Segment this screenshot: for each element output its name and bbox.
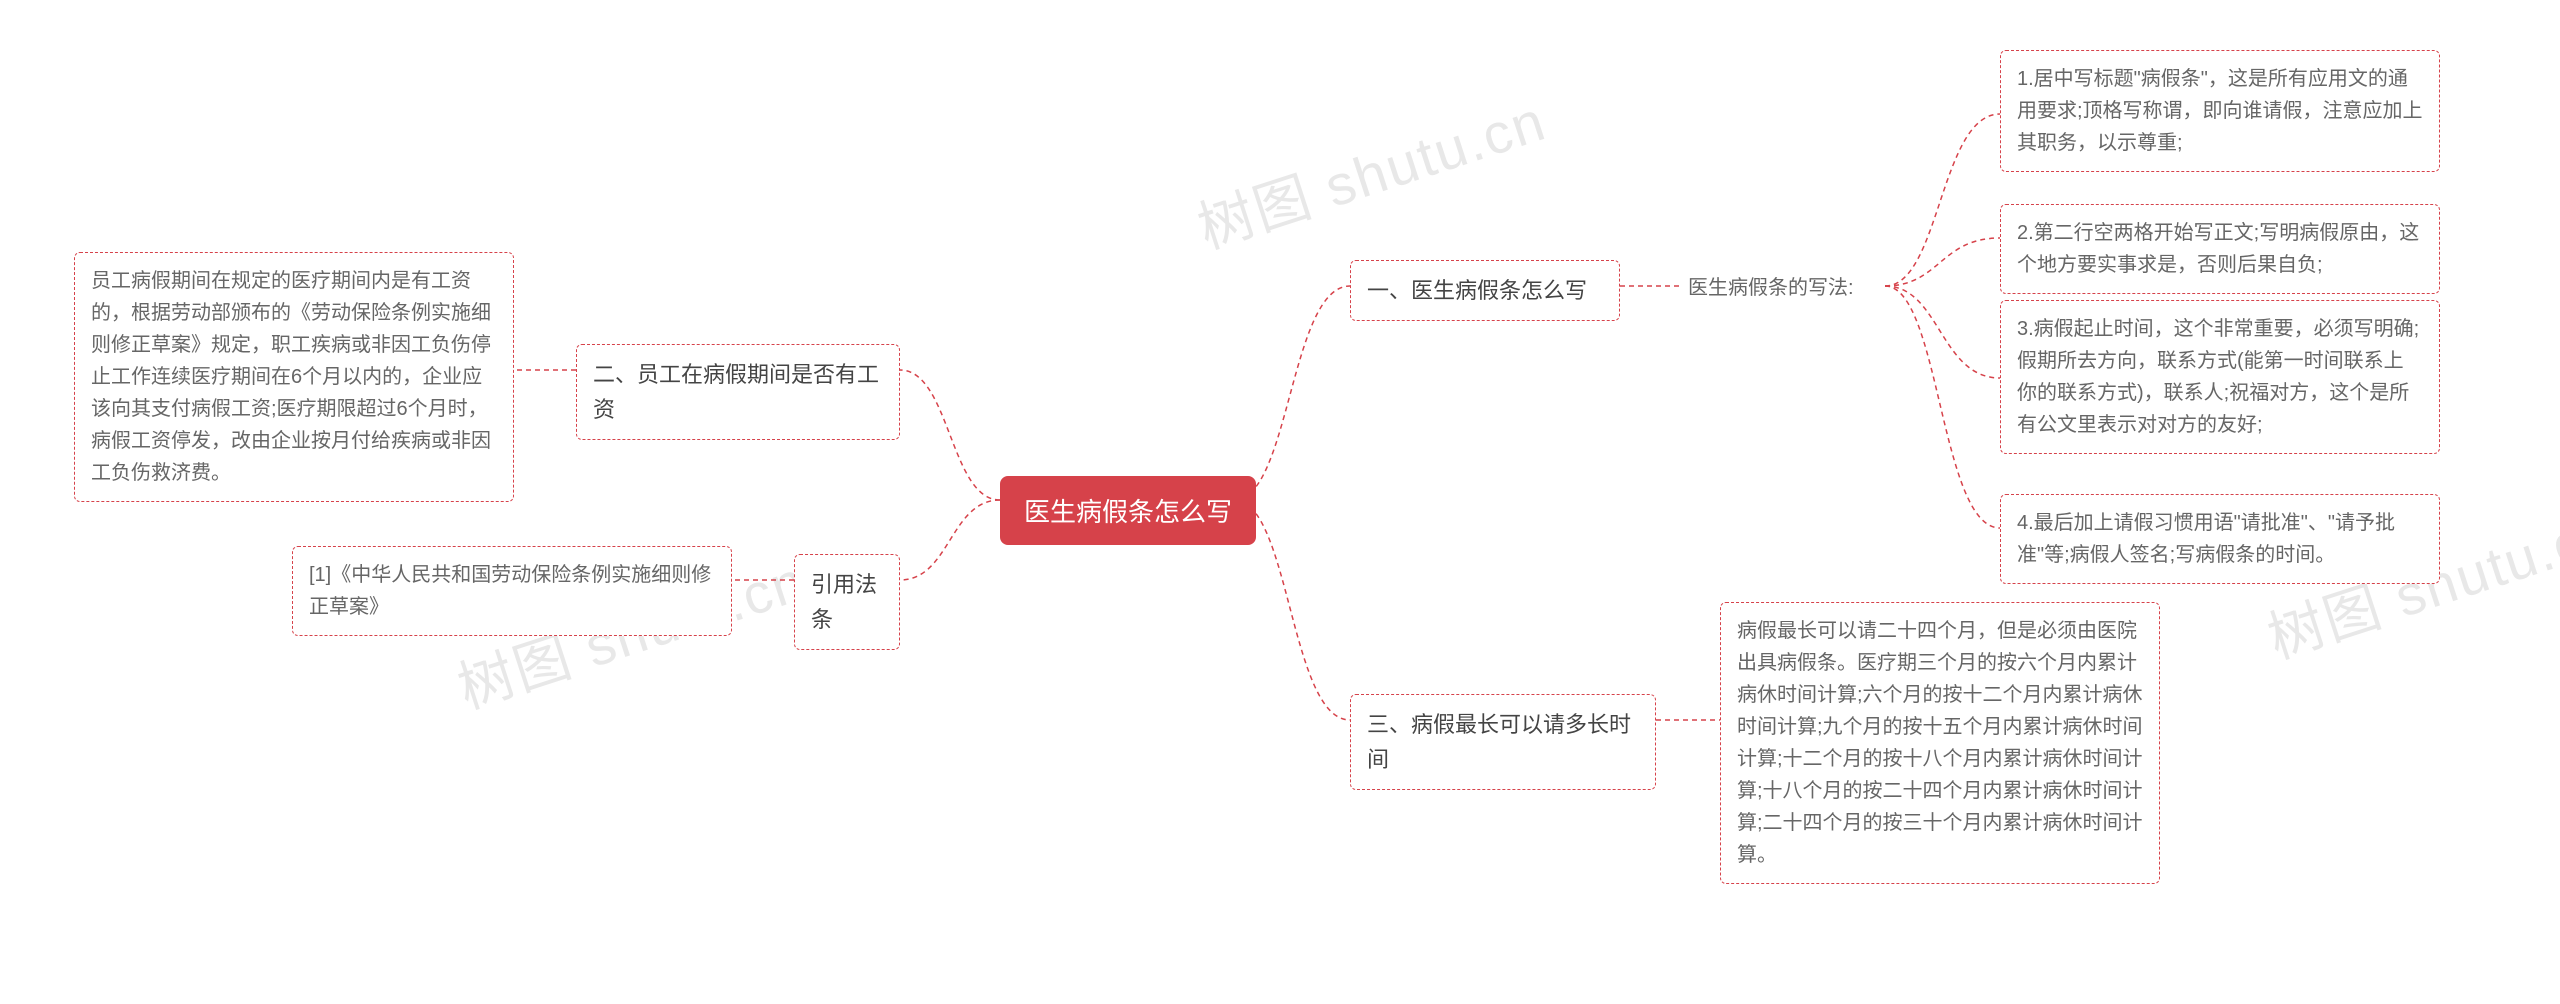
section-4-title: 引用法条 (794, 554, 900, 650)
section-3-content: 病假最长可以请二十四个月，但是必须由医院出具病假条。医疗期三个月的按六个月内累计… (1720, 602, 2160, 884)
section-2-content: 员工病假期间在规定的医疗期间内是有工资的，根据劳动部颁布的《劳动保险条例实施细则… (74, 252, 514, 502)
section-1-sub: 医生病假条的写法: (1680, 260, 1885, 316)
section-1-item-1: 1.居中写标题"病假条"，这是所有应用文的通用要求;顶格写称谓，即向谁请假，注意… (2000, 50, 2440, 172)
section-3-title: 三、病假最长可以请多长时间 (1350, 694, 1656, 790)
section-1-item-4: 4.最后加上请假习惯用语"请批准"、"请予批准"等;病假人签名;写病假条的时间。 (2000, 494, 2440, 584)
watermark: 树图 shutu.cn (1186, 76, 1555, 265)
section-1-title: 一、医生病假条怎么写 (1350, 260, 1620, 321)
section-1-item-2: 2.第二行空两格开始写正文;写明病假原由，这个地方要实事求是，否则后果自负; (2000, 204, 2440, 294)
section-4-content: [1]《中华人民共和国劳动保险条例实施细则修正草案》 (292, 546, 732, 636)
section-2-title: 二、员工在病假期间是否有工资 (576, 344, 900, 440)
center-topic: 医生病假条怎么写 (1000, 476, 1256, 545)
section-1-item-3: 3.病假起止时间，这个非常重要，必须写明确;假期所去方向，联系方式(能第一时间联… (2000, 300, 2440, 454)
